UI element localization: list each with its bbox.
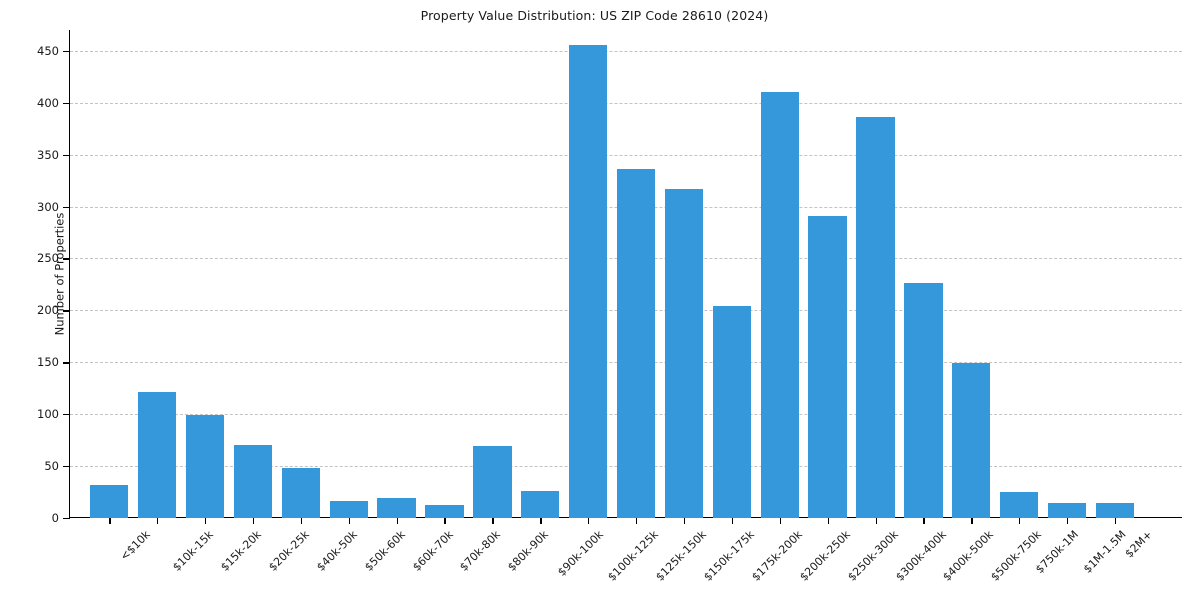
y-tick-mark bbox=[63, 206, 69, 208]
bar bbox=[856, 117, 895, 518]
x-tick-label: $50k-60k bbox=[361, 528, 408, 574]
bar bbox=[664, 188, 704, 518]
bar bbox=[138, 392, 177, 518]
y-tick-label: 0 bbox=[51, 511, 59, 525]
gridline bbox=[70, 50, 1182, 52]
x-tick-mark bbox=[492, 518, 494, 524]
x-tick-mark bbox=[588, 518, 590, 524]
chart-title: Property Value Distribution: US ZIP Code… bbox=[420, 8, 769, 23]
bar bbox=[569, 44, 608, 518]
gridline bbox=[70, 154, 1182, 156]
bar bbox=[808, 215, 847, 518]
gridline bbox=[70, 102, 1182, 104]
x-tick-label: $500k-750k bbox=[988, 528, 1045, 584]
y-tick-label: 150 bbox=[37, 355, 59, 370]
bar bbox=[904, 283, 943, 518]
bar bbox=[1095, 503, 1135, 518]
x-tick-label: $125k-150k bbox=[653, 528, 709, 584]
bar bbox=[952, 363, 991, 518]
bar bbox=[329, 501, 368, 518]
x-tick-mark bbox=[827, 518, 829, 524]
bar bbox=[616, 169, 656, 518]
y-axis-label-wrapper: Number of Properties bbox=[0, 30, 66, 518]
y-tick-mark bbox=[63, 310, 69, 312]
bar bbox=[1047, 503, 1087, 518]
x-tick-mark bbox=[636, 518, 638, 524]
y-tick-mark bbox=[63, 362, 69, 364]
y-axis-spine bbox=[69, 30, 71, 519]
x-tick-mark bbox=[683, 518, 686, 524]
x-tick-mark bbox=[109, 518, 111, 524]
x-tick-label: $40k-50k bbox=[313, 528, 360, 574]
x-tick-mark bbox=[923, 518, 925, 524]
x-tick-mark bbox=[157, 518, 159, 524]
y-tick-mark bbox=[63, 518, 69, 520]
x-tick-label: $2M+ bbox=[1122, 528, 1155, 561]
x-tick-mark bbox=[971, 518, 973, 524]
x-tick-label: $150k-175k bbox=[701, 528, 757, 584]
bar bbox=[521, 491, 560, 518]
y-tick-label: 450 bbox=[37, 43, 59, 58]
y-tick-mark bbox=[63, 102, 69, 104]
bar bbox=[760, 92, 799, 518]
y-tick-mark bbox=[63, 258, 69, 260]
y-tick-mark bbox=[63, 154, 69, 156]
y-tick-label: 50 bbox=[44, 459, 59, 474]
y-tick-label: 200 bbox=[37, 303, 59, 318]
x-tick-mark bbox=[1019, 518, 1021, 524]
x-tick-label: $1M-1.5M bbox=[1081, 528, 1129, 576]
plot-area bbox=[70, 30, 1182, 518]
y-tick-label: 250 bbox=[37, 251, 59, 266]
y-tick-label: 400 bbox=[37, 95, 59, 110]
x-tick-label: $15k-20k bbox=[218, 528, 264, 574]
x-tick-label: $80k-90k bbox=[505, 528, 552, 574]
x-tick-mark bbox=[875, 518, 877, 524]
y-tick-mark bbox=[63, 50, 69, 53]
bar bbox=[233, 445, 273, 518]
x-tick-mark bbox=[779, 518, 782, 524]
x-tick-mark bbox=[444, 518, 446, 524]
x-tick-label: $60k-70k bbox=[409, 528, 456, 574]
y-tick-label: 350 bbox=[37, 147, 59, 162]
bar bbox=[185, 415, 225, 518]
y-tick-mark bbox=[63, 466, 69, 468]
x-tick-mark bbox=[396, 518, 398, 524]
x-tick-mark bbox=[252, 518, 255, 524]
x-tick-mark bbox=[205, 518, 207, 524]
bar bbox=[425, 504, 464, 518]
x-tick-label: $10k-15k bbox=[170, 528, 217, 574]
bar bbox=[377, 498, 416, 518]
x-tick-mark bbox=[731, 518, 734, 524]
x-tick-mark bbox=[1114, 518, 1117, 524]
x-tick-label: $70k-80k bbox=[457, 528, 504, 574]
bar bbox=[473, 446, 512, 518]
x-tick-mark bbox=[300, 518, 303, 524]
bar bbox=[1000, 492, 1039, 518]
x-tick-label: $90k-100k bbox=[555, 528, 607, 579]
y-tick-label: 100 bbox=[37, 407, 59, 422]
x-tick-mark bbox=[1067, 518, 1069, 524]
x-tick-label: $100k-125k bbox=[605, 528, 662, 584]
y-tick-label: 300 bbox=[37, 199, 59, 214]
x-tick-label: <$10k bbox=[117, 528, 154, 564]
bar bbox=[712, 306, 751, 518]
bar bbox=[90, 484, 129, 518]
bar bbox=[281, 468, 320, 518]
x-tick-label: $20k-25k bbox=[266, 528, 312, 574]
y-tick-mark bbox=[63, 414, 69, 416]
x-tick-mark bbox=[540, 518, 542, 524]
x-tick-mark bbox=[348, 518, 350, 524]
